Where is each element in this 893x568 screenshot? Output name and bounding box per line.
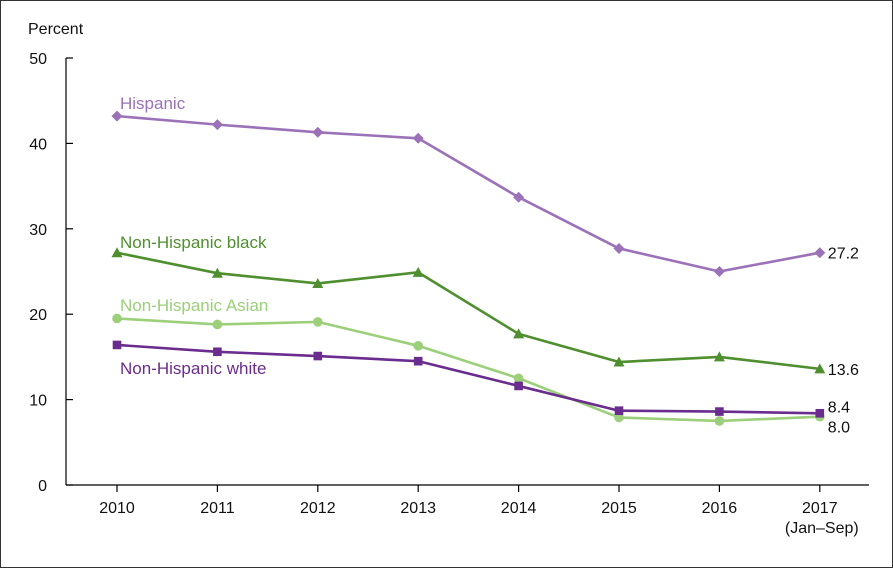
data-point [413,340,424,351]
x-tick-sublabel: (Jan–Sep) [785,520,859,537]
data-point [312,126,324,138]
series-name-label: Hispanic [120,94,186,113]
data-point [614,412,624,423]
x-tick-label: 2015 [601,500,637,517]
data-point [715,407,724,416]
series-hispanic [111,110,826,277]
series-non-hispanic-white [112,340,825,418]
end-value-label: 8.0 [828,420,850,437]
data-point [313,317,323,327]
data-point [211,267,223,278]
data-point [211,119,223,131]
data-point [112,313,122,324]
series-name-label: Non-Hispanic white [120,359,266,378]
x-axis: 2010 2011 2012 2013 2014 2015 2016 2017 (Jan–Sep… [66,484,869,537]
series-line [116,343,820,415]
data-point [713,351,725,362]
y-axis-label: Percent [28,21,84,38]
data-point [112,340,122,350]
x-tick-label: 2011 [200,500,235,517]
data-point [312,277,324,288]
y-tick-label: 50 [29,51,47,68]
series-name-label: Non-Hispanic black [120,233,267,252]
y-tick-label: 30 [29,222,47,239]
series-non-hispanic-black [111,247,826,374]
y-tick-label: 10 [29,393,47,410]
series-line [116,114,821,273]
end-value-label: 8.4 [828,399,850,416]
end-value-label: 27.2 [828,246,859,263]
x-tick-label: 2017 [802,500,838,517]
series-line [116,251,820,371]
data-point [111,110,123,122]
data-point [513,373,524,384]
data-point [815,408,825,418]
series-group [111,110,826,426]
series-line [116,317,820,423]
data-point [814,363,826,374]
data-point [613,356,625,367]
data-point [412,266,424,277]
data-point [413,356,423,366]
data-point [513,328,525,339]
data-point [412,132,424,144]
data-point [614,406,624,416]
data-point [514,381,523,391]
data-point [513,191,525,203]
y-axis: 0 10 20 30 40 50 [29,51,73,495]
data-point [713,266,725,277]
data-point [313,351,323,361]
data-point [613,242,625,254]
data-point [714,416,725,426]
x-tick-label: 2010 [99,500,135,517]
y-tick-label: 40 [29,136,47,153]
x-tick-label: 2012 [300,500,336,517]
series-name-label: Non-Hispanic Asian [120,296,268,315]
end-value-label: 13.6 [828,362,859,379]
x-tick-label: 2016 [702,500,738,517]
data-point [213,347,222,357]
y-tick-label: 20 [29,307,47,324]
x-tick-label: 2013 [400,500,436,517]
data-point [814,247,826,259]
y-tick-label: 0 [38,478,47,495]
data-point [111,247,123,258]
data-point [212,319,223,330]
series-labels: Hispanic 27.2 Non-Hispanic black 13.6 Non-Hi… [120,94,859,437]
x-tick-label: 2014 [501,500,537,517]
